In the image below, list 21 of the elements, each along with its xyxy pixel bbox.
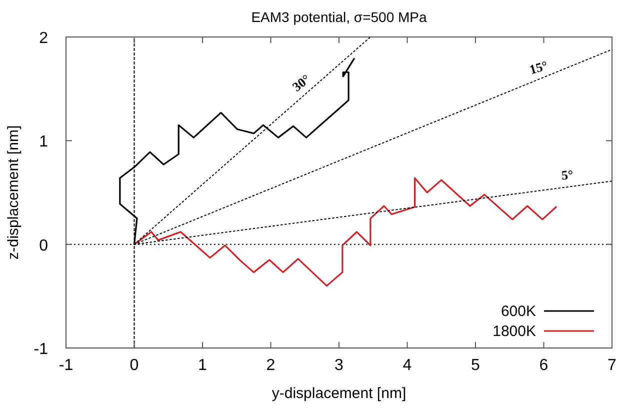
y-axis-title: z-displacement [nm] [5, 125, 22, 260]
chart-title: EAM3 potential, σ=500 MPa [251, 9, 427, 25]
legend-label: 1800K [492, 323, 536, 340]
annotation: 5° [560, 166, 574, 183]
x-tick-label: 0 [130, 357, 139, 374]
x-tick-label: 4 [402, 357, 412, 374]
annotation: 15° [528, 58, 550, 78]
x-tick-label: 7 [608, 357, 617, 374]
y-tick-label: 1 [39, 134, 48, 151]
annotation: 30° [289, 71, 313, 94]
legend-label: 600K [500, 303, 536, 320]
y-tick-label: -1 [34, 341, 48, 358]
x-tick-label: 6 [539, 357, 548, 374]
y-tick-label: 0 [39, 237, 48, 254]
x-tick-label: 1 [198, 357, 208, 374]
y-tick-label: 2 [39, 30, 48, 47]
x-tick-label: -1 [58, 357, 74, 374]
x-tick-label: 5 [471, 357, 480, 374]
x-tick-label: 3 [334, 357, 344, 374]
x-axis-title: y-displacement [nm] [272, 385, 406, 402]
x-tick-label: 2 [266, 357, 276, 374]
